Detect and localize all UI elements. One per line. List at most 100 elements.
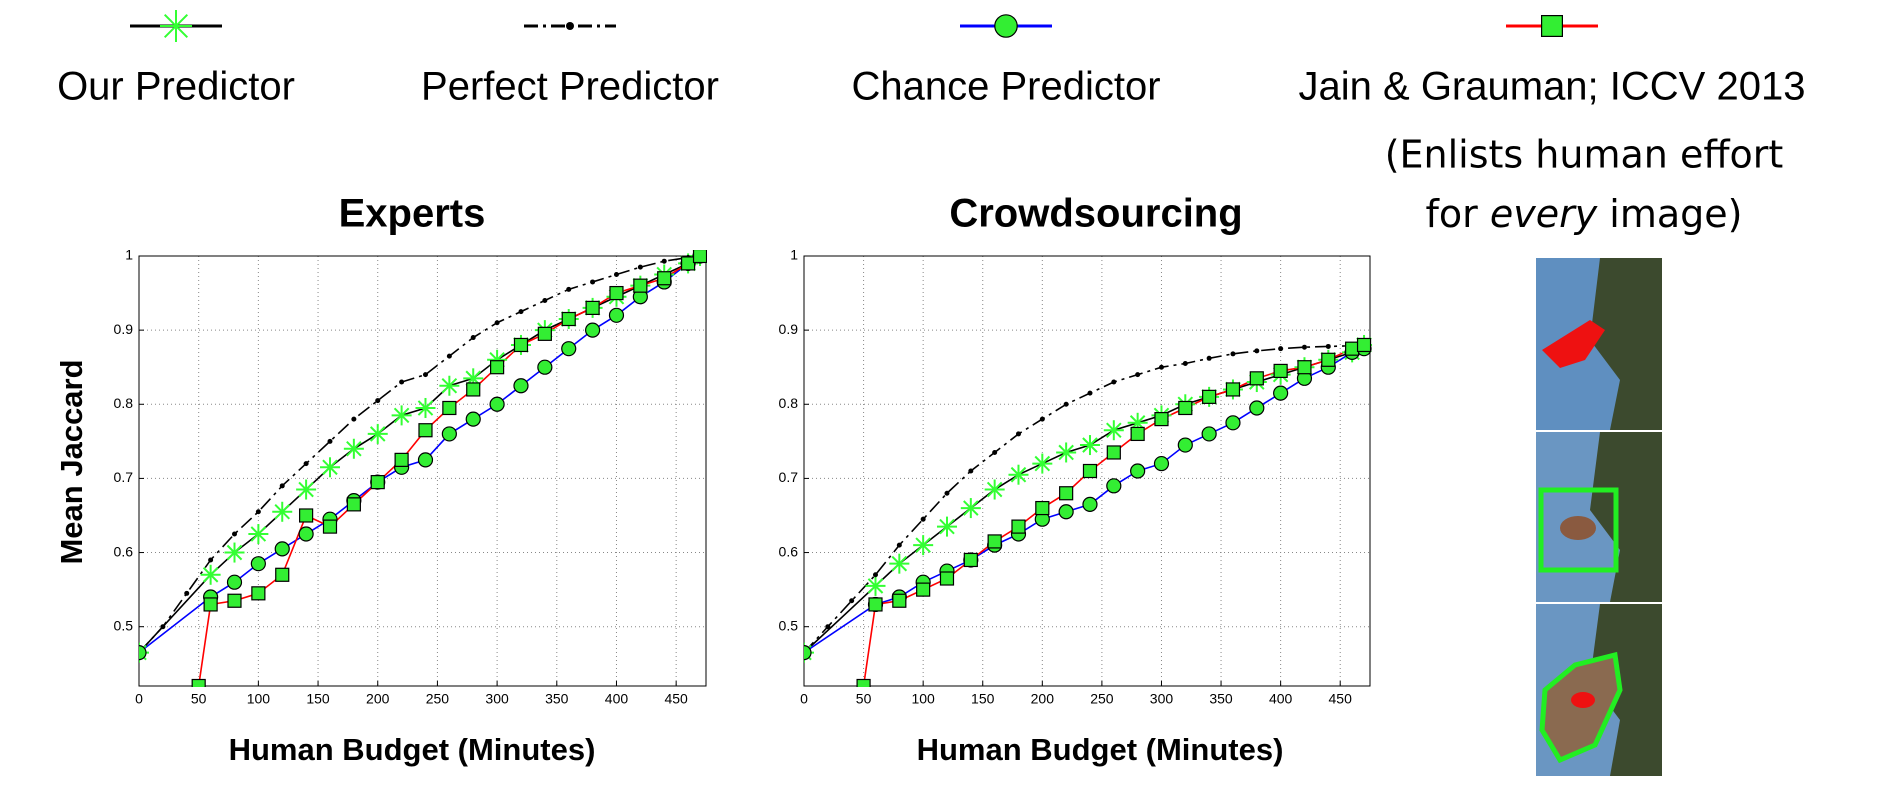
marker — [160, 10, 192, 42]
marker — [1542, 16, 1563, 37]
marker — [1250, 372, 1263, 385]
marker — [586, 301, 599, 314]
marker — [1087, 391, 1092, 396]
y-tick-label: 0.5 — [779, 617, 799, 633]
marker — [252, 587, 265, 600]
marker — [614, 272, 619, 277]
marker — [184, 591, 189, 596]
marker — [327, 439, 332, 444]
legend-label: Jain & Grauman; ICCV 2013 — [1299, 65, 1806, 109]
x-axis-label: Human Budget (Minutes) — [229, 732, 596, 767]
chart-title: Crowdsourcing — [949, 192, 1242, 236]
x-tick-label: 200 — [366, 691, 390, 707]
marker — [1131, 427, 1144, 440]
y-tick-label: 0.9 — [779, 321, 799, 337]
marker — [1346, 342, 1359, 355]
note-emphasis: every — [1490, 192, 1598, 236]
marker — [1064, 402, 1069, 407]
marker — [937, 517, 957, 537]
marker — [590, 279, 595, 284]
marker — [562, 313, 575, 326]
marker — [256, 509, 261, 514]
marker — [1178, 438, 1192, 452]
y-tick-label: 1 — [790, 247, 798, 263]
y-axis-label: Mean Jaccard — [54, 359, 89, 564]
marker — [566, 22, 574, 30]
marker — [1036, 502, 1049, 515]
legend-label: Our Predictor — [57, 65, 295, 109]
marker — [1012, 520, 1025, 533]
marker — [893, 594, 906, 607]
marker — [371, 476, 384, 489]
marker — [323, 520, 336, 533]
y-tick-label: 0.5 — [114, 617, 134, 633]
marker — [1302, 345, 1307, 350]
y-tick-label: 0.7 — [114, 469, 134, 485]
note-text: for — [1426, 192, 1479, 236]
y-tick-label: 0.6 — [779, 543, 799, 559]
x-tick-label: 250 — [426, 691, 450, 707]
marker — [208, 557, 213, 562]
marker — [538, 327, 551, 340]
marker — [1008, 465, 1028, 485]
marker — [419, 424, 432, 437]
marker — [280, 483, 285, 488]
note-text: image) — [1609, 192, 1742, 236]
marker — [1059, 505, 1073, 519]
marker — [392, 405, 412, 425]
marker — [228, 594, 241, 607]
marker — [1154, 457, 1168, 471]
marker — [1326, 344, 1331, 349]
marker — [518, 309, 523, 314]
marker — [232, 532, 237, 537]
y-tick-label: 0.9 — [114, 321, 134, 337]
y-tick-label: 0.6 — [114, 543, 134, 559]
marker — [276, 568, 289, 581]
marker — [921, 517, 926, 522]
marker — [913, 535, 933, 555]
marker — [1107, 479, 1121, 493]
legend-entry: Our Predictor — [57, 10, 295, 109]
marker — [1104, 420, 1124, 440]
x-tick-label: 100 — [911, 691, 935, 707]
marker — [968, 469, 973, 474]
marker — [1080, 435, 1100, 455]
marker — [1207, 356, 1212, 361]
marker — [442, 427, 456, 441]
x-tick-label: 100 — [247, 691, 271, 707]
marker — [849, 598, 854, 603]
marker — [542, 298, 547, 303]
marker — [897, 543, 902, 548]
marker — [201, 565, 221, 585]
x-tick-label: 300 — [1150, 691, 1174, 707]
marker — [296, 480, 316, 500]
legend-label: Perfect Predictor — [421, 65, 719, 109]
legend-label: Chance Predictor — [851, 65, 1160, 109]
marker — [873, 572, 878, 577]
marker — [471, 335, 476, 340]
marker — [1203, 390, 1216, 403]
marker — [491, 361, 504, 374]
marker — [988, 535, 1001, 548]
marker — [418, 453, 432, 467]
note-line: (Enlists human effort — [1385, 133, 1784, 177]
x-tick-label: 0 — [800, 691, 808, 707]
marker — [658, 272, 671, 285]
marker — [514, 338, 527, 351]
marker — [566, 287, 571, 292]
marker — [995, 15, 1017, 37]
marker — [415, 398, 435, 418]
marker — [610, 287, 623, 300]
marker — [940, 572, 953, 585]
marker — [399, 380, 404, 385]
marker — [224, 543, 244, 563]
x-axis-label: Human Budget (Minutes) — [917, 732, 1284, 767]
marker — [1111, 380, 1116, 385]
marker — [944, 491, 949, 496]
marker — [351, 417, 356, 422]
marker — [1083, 497, 1097, 511]
marker — [1274, 364, 1287, 377]
x-tick-label: 450 — [1329, 691, 1353, 707]
marker — [1274, 386, 1288, 400]
marker — [1060, 487, 1073, 500]
